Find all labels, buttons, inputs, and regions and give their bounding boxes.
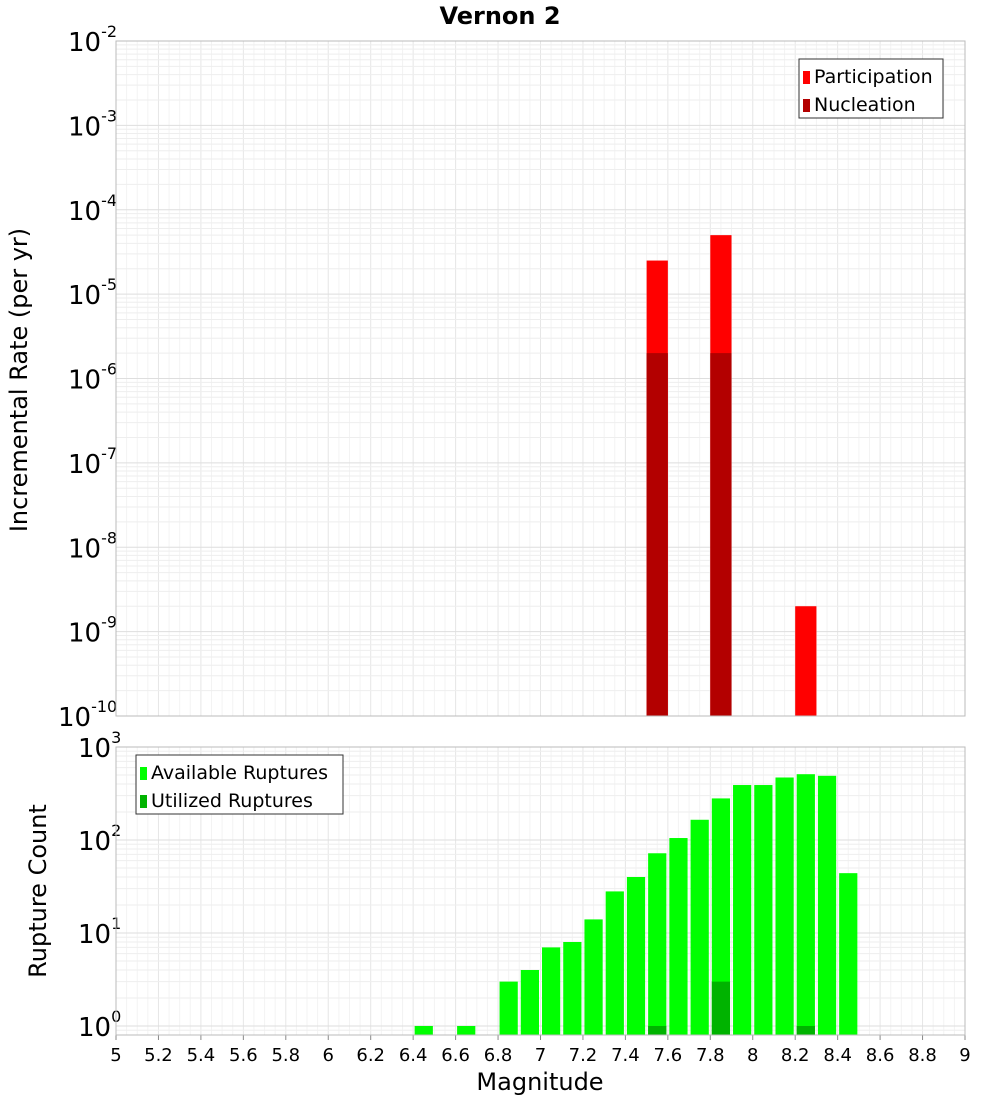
rate-legend: Participation Nucleation (798, 58, 944, 119)
bar-primary (795, 606, 817, 716)
x-tick-label: 8.6 (866, 1045, 895, 1066)
x-tick-label: 7.6 (654, 1045, 683, 1066)
rate-plot-bars (646, 235, 817, 716)
x-tick-label: 5.8 (271, 1045, 300, 1066)
x-tick-label: 6.8 (484, 1045, 513, 1066)
bar-primary (563, 942, 582, 1035)
x-tick-label: 6.2 (356, 1045, 385, 1066)
x-tick-label: 6.6 (441, 1045, 470, 1066)
bar-primary (626, 877, 646, 1035)
bar-primary (520, 969, 539, 1035)
bar-secondary (711, 981, 731, 1035)
chart-title: Vernon 2 (439, 2, 560, 30)
bar-primary (457, 1025, 476, 1035)
x-tick-label: 7.8 (696, 1045, 725, 1066)
y-tick-label: 101 (78, 914, 121, 950)
rate-y-axis-label: Incremental Rate (per yr) (5, 228, 33, 532)
x-tick-label: 8.2 (781, 1045, 810, 1066)
count-plot-y-ticks: 100 101 102 103 (78, 728, 121, 1043)
count-plot-frame (115, 746, 966, 1036)
x-tick-label: 6 (323, 1045, 334, 1066)
y-tick-label: 103 (78, 728, 121, 764)
y-tick-label: 10-9 (68, 613, 117, 649)
bar-primary (733, 785, 752, 1035)
x-tick-label: 5.2 (144, 1045, 173, 1066)
y-tick-label: 100 (78, 1007, 121, 1043)
bar-primary (669, 838, 688, 1035)
x-tick-label: 9 (959, 1045, 970, 1066)
y-tick-label: 10-5 (68, 275, 117, 311)
rate-plot-frame (115, 40, 966, 717)
count-plot-x-ticks: 5 5.2 5.4 5.6 5.8 6 6.2 6.4 6.6 6.8 7 7.2 7.4 7.6 7.8 8… (110, 1035, 971, 1066)
legend-label: Utilized Ruptures (151, 790, 313, 812)
x-axis-label: Magnitude (476, 1068, 603, 1096)
x-tick-label: 6.4 (399, 1045, 428, 1066)
bar-primary (775, 777, 794, 1035)
bar-primary (839, 873, 858, 1035)
legend-swatch (803, 99, 810, 112)
x-tick-label: 5.6 (229, 1045, 258, 1066)
bar-primary (690, 819, 709, 1035)
x-tick-label: 8 (747, 1045, 758, 1066)
x-tick-label: 5.4 (187, 1045, 216, 1066)
bar-primary (711, 798, 731, 1035)
x-tick-label: 7.2 (569, 1045, 598, 1066)
legend-label: Nucleation (814, 94, 916, 116)
bar-primary (605, 891, 624, 1035)
bar-primary (542, 947, 561, 1035)
legend-swatch (803, 71, 810, 84)
y-tick-label: 102 (78, 821, 121, 857)
rate-plot: 10-10 10-9 10-8 10-7 10-6 10-5 10-4 10-3 10-2 In… (5, 22, 966, 733)
y-tick-label: 10-10 (58, 697, 117, 733)
legend-box (798, 58, 944, 119)
legend-label: Available Ruptures (151, 762, 328, 784)
y-tick-label: 10-2 (68, 22, 117, 58)
y-tick-label: 10-3 (68, 106, 117, 142)
bar-primary (796, 774, 815, 1035)
count-plot: 100 101 102 103 5 5.2 5.4 5.6 5.8 6 6.2 6.4 6.6 6.8 7… (24, 728, 971, 1096)
x-tick-label: 7 (535, 1045, 546, 1066)
bar-primary (414, 1025, 433, 1035)
bar-primary (754, 785, 773, 1035)
x-tick-label: 8.8 (908, 1045, 937, 1066)
y-tick-label: 10-4 (68, 191, 117, 227)
x-tick-label: 8.4 (823, 1045, 852, 1066)
bar-secondary (646, 353, 668, 716)
rate-plot-grid (115, 40, 966, 717)
x-tick-label: 7.4 (611, 1045, 640, 1066)
y-tick-label: 10-7 (68, 444, 117, 480)
legend-box (135, 754, 344, 815)
bar-secondary (796, 1025, 815, 1035)
y-tick-label: 10-6 (68, 360, 117, 396)
y-tick-label: 10-8 (68, 528, 117, 564)
bar-primary (499, 981, 518, 1035)
rate-plot-y-ticks: 10-10 10-9 10-8 10-7 10-6 10-5 10-4 10-3 10-2 (58, 22, 117, 733)
legend-swatch (140, 767, 147, 780)
count-plot-bars (414, 774, 858, 1035)
legend-label: Participation (814, 66, 933, 88)
count-legend: Available Ruptures Utilized Ruptures (135, 754, 344, 815)
bar-secondary (648, 1025, 667, 1035)
legend-swatch (140, 795, 147, 808)
count-y-axis-label: Rupture Count (24, 804, 52, 978)
bar-secondary (710, 353, 732, 716)
bar-primary (817, 775, 837, 1035)
x-tick-label: 5 (110, 1045, 121, 1066)
bar-primary (584, 919, 603, 1035)
bar-primary (648, 853, 667, 1035)
